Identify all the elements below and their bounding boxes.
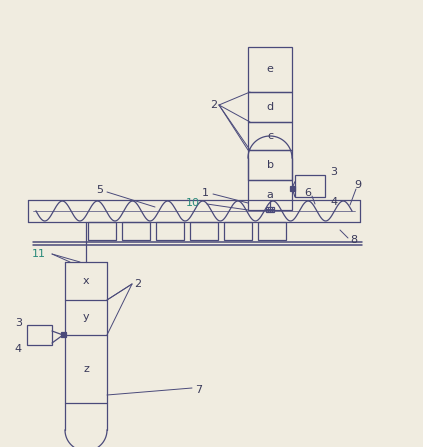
Bar xyxy=(266,207,274,212)
Bar xyxy=(248,150,292,180)
Bar xyxy=(224,222,252,240)
Text: 5: 5 xyxy=(96,185,104,195)
Text: 2: 2 xyxy=(210,100,217,110)
Text: x: x xyxy=(82,276,89,286)
Bar xyxy=(295,175,325,197)
Text: 7: 7 xyxy=(195,385,202,395)
Text: 11: 11 xyxy=(32,249,46,259)
Text: e: e xyxy=(266,64,273,75)
Text: y: y xyxy=(82,312,89,322)
Text: 1: 1 xyxy=(201,188,209,198)
Bar xyxy=(290,186,295,191)
Text: 4: 4 xyxy=(330,197,337,207)
Text: z: z xyxy=(83,364,89,374)
Text: d: d xyxy=(266,102,274,112)
Bar xyxy=(248,92,292,122)
Text: c: c xyxy=(267,131,273,141)
Text: 9: 9 xyxy=(354,180,362,190)
Text: 8: 8 xyxy=(350,235,357,245)
Text: 3: 3 xyxy=(15,318,22,328)
Bar xyxy=(88,222,116,240)
Text: 6: 6 xyxy=(305,188,311,198)
Text: 2: 2 xyxy=(134,279,141,289)
Bar xyxy=(248,180,292,210)
Bar xyxy=(27,325,52,345)
Bar xyxy=(258,222,286,240)
Bar xyxy=(122,222,150,240)
Bar xyxy=(156,222,184,240)
Bar xyxy=(248,122,292,150)
Text: 10: 10 xyxy=(186,198,200,208)
Text: 4: 4 xyxy=(15,344,22,354)
Bar xyxy=(61,332,66,337)
Bar xyxy=(190,222,218,240)
Bar xyxy=(248,47,292,92)
Text: a: a xyxy=(266,190,273,200)
Text: 3: 3 xyxy=(330,167,337,177)
Text: b: b xyxy=(266,160,274,170)
